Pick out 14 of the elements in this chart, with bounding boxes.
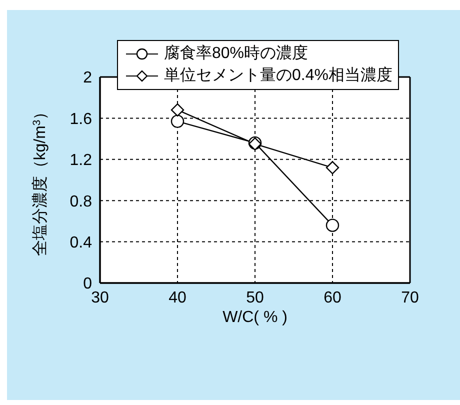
y-tick-label: 0 [83, 276, 92, 293]
x-tick-label: 30 [91, 289, 109, 306]
x-tick-label: 70 [401, 289, 419, 306]
legend-label: 腐食率80%時の濃度 [164, 44, 308, 64]
legend-label: 単位セメント量の0.4%相当濃度 [164, 66, 392, 86]
y-tick-label: 1.2 [70, 152, 92, 170]
y-tick-label: 0.8 [70, 193, 92, 210]
y-tick-label: 0.4 [70, 234, 92, 252]
y-tick-label: 1.6 [70, 110, 92, 128]
x-tick-label: 50 [246, 289, 264, 306]
x-tick-label: 40 [168, 289, 186, 306]
x-tick-label: 60 [324, 289, 342, 306]
x-axis-title: W/C( % ) [222, 309, 288, 326]
y-tick-label: 2 [83, 70, 92, 87]
